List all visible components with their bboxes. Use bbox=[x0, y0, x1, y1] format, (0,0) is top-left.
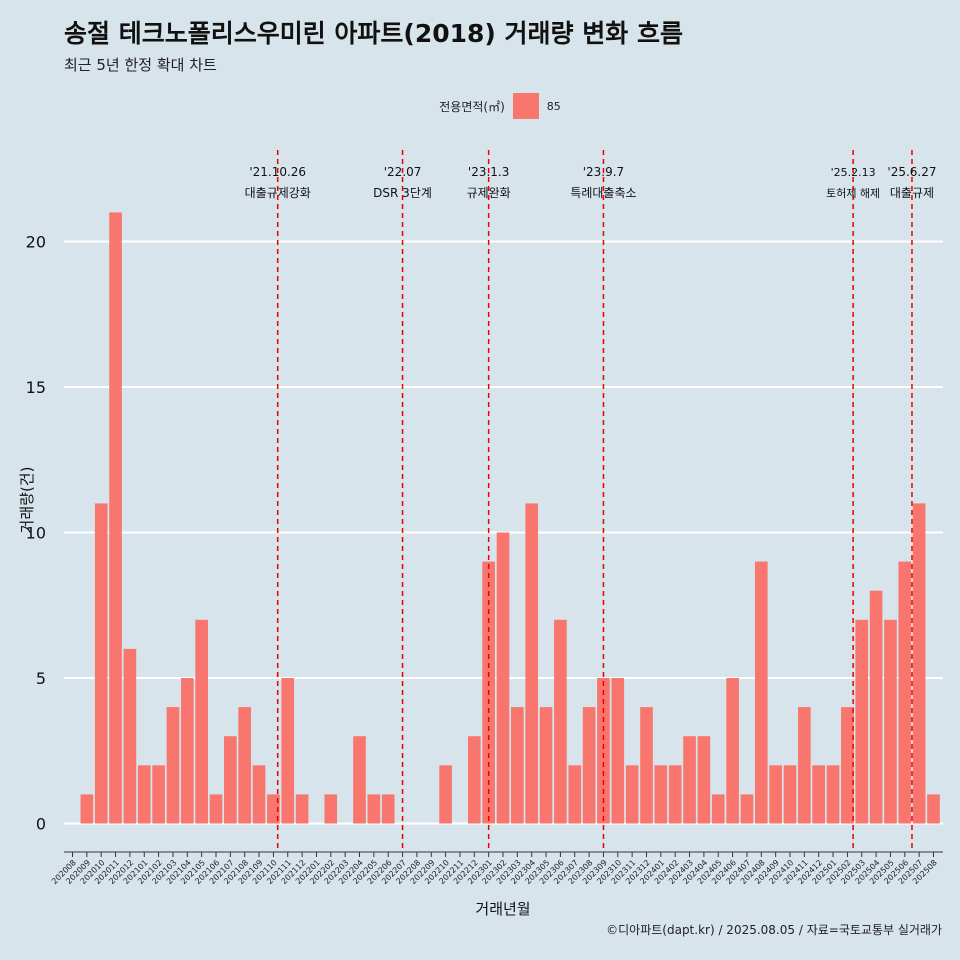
annotation-date: '23.9.7 bbox=[583, 165, 624, 179]
y-tick-label: 0 bbox=[36, 815, 46, 834]
bar-202303 bbox=[511, 707, 524, 824]
bar-202309 bbox=[597, 678, 610, 824]
caption: ©디아파트(dapt.kr) / 2025.08.05 / 자료=국토교통부 실… bbox=[606, 923, 942, 937]
x-axis-title: 거래년월 bbox=[475, 900, 530, 918]
bar-202302 bbox=[496, 532, 510, 824]
bar-202102 bbox=[152, 765, 165, 824]
chart-subtitle: 최근 5년 한정 확대 차트 bbox=[64, 56, 217, 74]
bar-202101 bbox=[137, 765, 151, 824]
bar-202109 bbox=[252, 765, 266, 824]
annotation-date: '25.2.13 bbox=[831, 166, 876, 179]
bar-202404 bbox=[697, 736, 711, 824]
bar-202403 bbox=[683, 736, 696, 824]
annotation-date: '25.6.27 bbox=[887, 165, 936, 179]
y-tick-label: 15 bbox=[26, 378, 46, 397]
y-axis-title: 거래량(건) bbox=[18, 467, 36, 534]
bar-202410 bbox=[783, 765, 797, 824]
bar-202105 bbox=[195, 619, 208, 824]
bar-202012 bbox=[123, 648, 137, 824]
bar-202107 bbox=[224, 736, 237, 824]
bar-202205 bbox=[367, 794, 381, 824]
bar-202206 bbox=[381, 794, 395, 824]
bar-202308 bbox=[582, 707, 596, 824]
bar-202103 bbox=[166, 707, 180, 824]
bar-202304 bbox=[525, 503, 539, 824]
annotation-date: '23.1.3 bbox=[468, 165, 509, 179]
bar-202011 bbox=[109, 212, 122, 824]
bar-202204 bbox=[353, 736, 366, 824]
annotation-date: '22.07 bbox=[384, 165, 422, 179]
bar-202506 bbox=[898, 561, 912, 824]
bar-202112 bbox=[295, 794, 309, 824]
bar-202305 bbox=[539, 707, 553, 824]
bar-202402 bbox=[668, 765, 682, 824]
annotation-date: '21.10.26 bbox=[249, 165, 306, 179]
bar-202408 bbox=[754, 561, 768, 824]
bar-202507 bbox=[912, 503, 926, 824]
bar-202409 bbox=[769, 765, 782, 824]
bar-202406 bbox=[726, 678, 739, 824]
bar-202111 bbox=[281, 678, 295, 824]
annotation-label: 규제완화 bbox=[467, 186, 511, 200]
bar-202306 bbox=[554, 619, 567, 824]
legend-title: 전용면적(㎡) bbox=[439, 99, 505, 114]
y-tick-label: 5 bbox=[36, 669, 46, 688]
bar-202503 bbox=[855, 619, 869, 824]
annotation-label: 대출규제강화 bbox=[245, 186, 311, 200]
bar-202202 bbox=[324, 794, 338, 824]
y-tick-label: 10 bbox=[26, 524, 46, 543]
y-tick-label: 20 bbox=[26, 233, 46, 252]
annotation-label: DSR 3단계 bbox=[373, 186, 432, 200]
bar-202505 bbox=[884, 619, 897, 824]
bar-202312 bbox=[640, 707, 653, 824]
bar-202311 bbox=[625, 765, 639, 824]
annotation-label: 대출규제 bbox=[890, 186, 934, 200]
bar-202009 bbox=[80, 794, 94, 824]
bar-202407 bbox=[740, 794, 754, 824]
legend-label: 85 bbox=[546, 99, 561, 113]
bar-202508 bbox=[927, 794, 940, 824]
bar-202108 bbox=[238, 707, 252, 824]
bars bbox=[80, 212, 940, 824]
bar-202411 bbox=[798, 707, 811, 824]
bar-202310 bbox=[611, 678, 625, 824]
bar-202212 bbox=[467, 736, 481, 824]
bar-202405 bbox=[711, 794, 725, 824]
bar-202104 bbox=[180, 678, 194, 824]
annotation-label: 토허제 해제 bbox=[826, 186, 880, 200]
bar-202010 bbox=[94, 503, 108, 824]
bar-202502 bbox=[841, 707, 854, 824]
bar-202210 bbox=[439, 765, 452, 824]
legend: 전용면적(㎡) 85 bbox=[0, 93, 960, 119]
bar-202504 bbox=[869, 590, 883, 824]
bar-202307 bbox=[568, 765, 582, 824]
bar-202501 bbox=[826, 765, 840, 824]
bar-202401 bbox=[654, 765, 668, 824]
chart-title: 송절 테크노폴리스우미린 아파트(2018) 거래량 변화 흐름 bbox=[64, 19, 683, 48]
bar-202110 bbox=[267, 794, 280, 824]
legend-swatch bbox=[512, 93, 539, 119]
bar-202106 bbox=[209, 794, 223, 824]
annotation-label: 특례대출축소 bbox=[570, 186, 636, 200]
annotations: '21.10.26 대출규제강화 '22.07 DSR 3단계 '23.1.3 규제완화 '… bbox=[245, 150, 937, 852]
bar-202412 bbox=[812, 765, 826, 824]
